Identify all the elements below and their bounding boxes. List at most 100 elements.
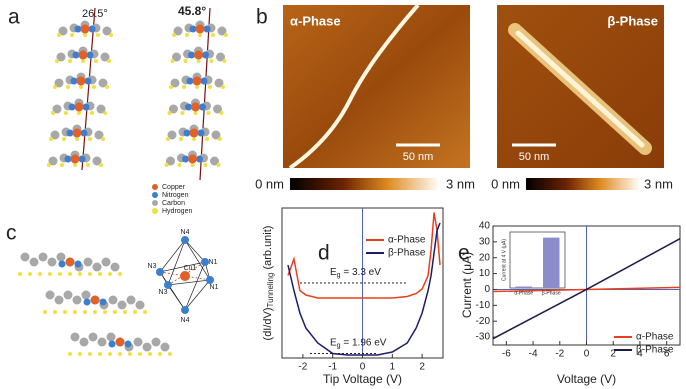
- panel-label: d: [318, 242, 330, 265]
- atom: [65, 257, 75, 267]
- panel-label: a: [8, 6, 20, 29]
- atom: [138, 352, 142, 356]
- atom: [78, 155, 86, 163]
- atom: [97, 337, 107, 347]
- atom: [180, 111, 185, 115]
- atom: [92, 85, 96, 89]
- atom: [202, 51, 209, 59]
- atom: [81, 290, 91, 300]
- y-tick-label: 0: [484, 284, 490, 295]
- atom: [109, 33, 113, 37]
- legend-marker: [152, 208, 158, 214]
- atom: [20, 252, 30, 262]
- atom: [180, 271, 190, 281]
- atom: [72, 295, 82, 305]
- y-axis-label-part: (arb.unit): [262, 226, 274, 273]
- legend-marker: [152, 192, 158, 198]
- angle-label: 45.8°: [178, 4, 206, 18]
- x-axis-label: Voltage (V): [557, 372, 616, 386]
- atom: [133, 310, 137, 314]
- atom: [88, 332, 98, 342]
- atom: [88, 272, 92, 276]
- atom: [135, 300, 145, 310]
- atom: [75, 137, 79, 141]
- atom: [56, 52, 66, 62]
- atom: [218, 137, 222, 141]
- stm-image: [497, 5, 664, 168]
- atom: [58, 26, 68, 36]
- atom: [192, 137, 196, 141]
- molecule-stack-illustration: [47, 7, 228, 181]
- atom: [105, 85, 109, 89]
- atom: [118, 352, 122, 356]
- atom: [203, 163, 208, 167]
- x-axis-label: Tip Voltage (V): [323, 372, 402, 386]
- legend-label: α-Phase: [388, 235, 426, 246]
- atom: [73, 310, 77, 314]
- atom: [128, 352, 132, 356]
- atom: [53, 310, 57, 314]
- inset-y-label: Current at 4 V (μA): [501, 239, 507, 281]
- atom: [191, 102, 200, 112]
- y-tick-label: -10: [476, 300, 491, 311]
- atom: [216, 52, 225, 62]
- atom: [211, 130, 221, 140]
- atom: [98, 352, 102, 356]
- atom: [90, 295, 100, 305]
- y-tick-label: 30: [479, 237, 491, 248]
- atom: [94, 130, 104, 140]
- atom: [47, 257, 57, 267]
- panel-label: b: [256, 6, 268, 29]
- atom: [79, 85, 83, 89]
- gap-annotation-part: g: [337, 342, 341, 349]
- atom: [57, 33, 61, 37]
- atom: [166, 137, 170, 141]
- atom: [90, 111, 94, 115]
- atom: [110, 262, 120, 272]
- atom: [96, 33, 100, 37]
- atom: [101, 137, 105, 141]
- atom: [222, 59, 227, 63]
- atom: [98, 78, 108, 88]
- atom: [188, 154, 197, 164]
- atom: [179, 137, 183, 141]
- atom: [123, 310, 127, 314]
- x-tick-label: -2: [298, 362, 307, 373]
- atom: [148, 352, 152, 356]
- atom: [98, 272, 102, 276]
- atom: [78, 272, 82, 276]
- atom-label: N4: [181, 317, 190, 324]
- atom: [79, 337, 89, 347]
- atom: [108, 340, 116, 348]
- atom: [77, 111, 81, 115]
- atom: [190, 163, 195, 167]
- atom: [38, 252, 48, 262]
- atom: [197, 129, 205, 137]
- atom: [156, 268, 164, 276]
- atom: [52, 104, 62, 114]
- legend-label: Carbon: [162, 200, 185, 207]
- atom: [211, 33, 215, 37]
- stm-image: [283, 3, 470, 170]
- atom: [167, 130, 177, 140]
- atom: [28, 272, 32, 276]
- colorbar-label: 0 nm: [255, 176, 284, 191]
- atom: [117, 300, 127, 310]
- atom: [63, 310, 67, 314]
- colorbar-label: 0 nm: [491, 176, 520, 191]
- atom: [206, 111, 211, 115]
- atom: [76, 76, 86, 86]
- atom: [118, 272, 122, 276]
- atom: [45, 290, 55, 300]
- atom: [73, 163, 77, 167]
- atom: [183, 59, 188, 63]
- atom: [48, 156, 58, 166]
- colorbar: [290, 178, 440, 190]
- atom: [108, 295, 118, 305]
- image-title: β-Phase: [607, 13, 658, 28]
- atom: [74, 102, 84, 112]
- atom: [29, 257, 39, 267]
- x-tick-label: 2: [610, 349, 616, 360]
- atom: [74, 260, 82, 268]
- gap-annotation-part: E: [330, 337, 337, 348]
